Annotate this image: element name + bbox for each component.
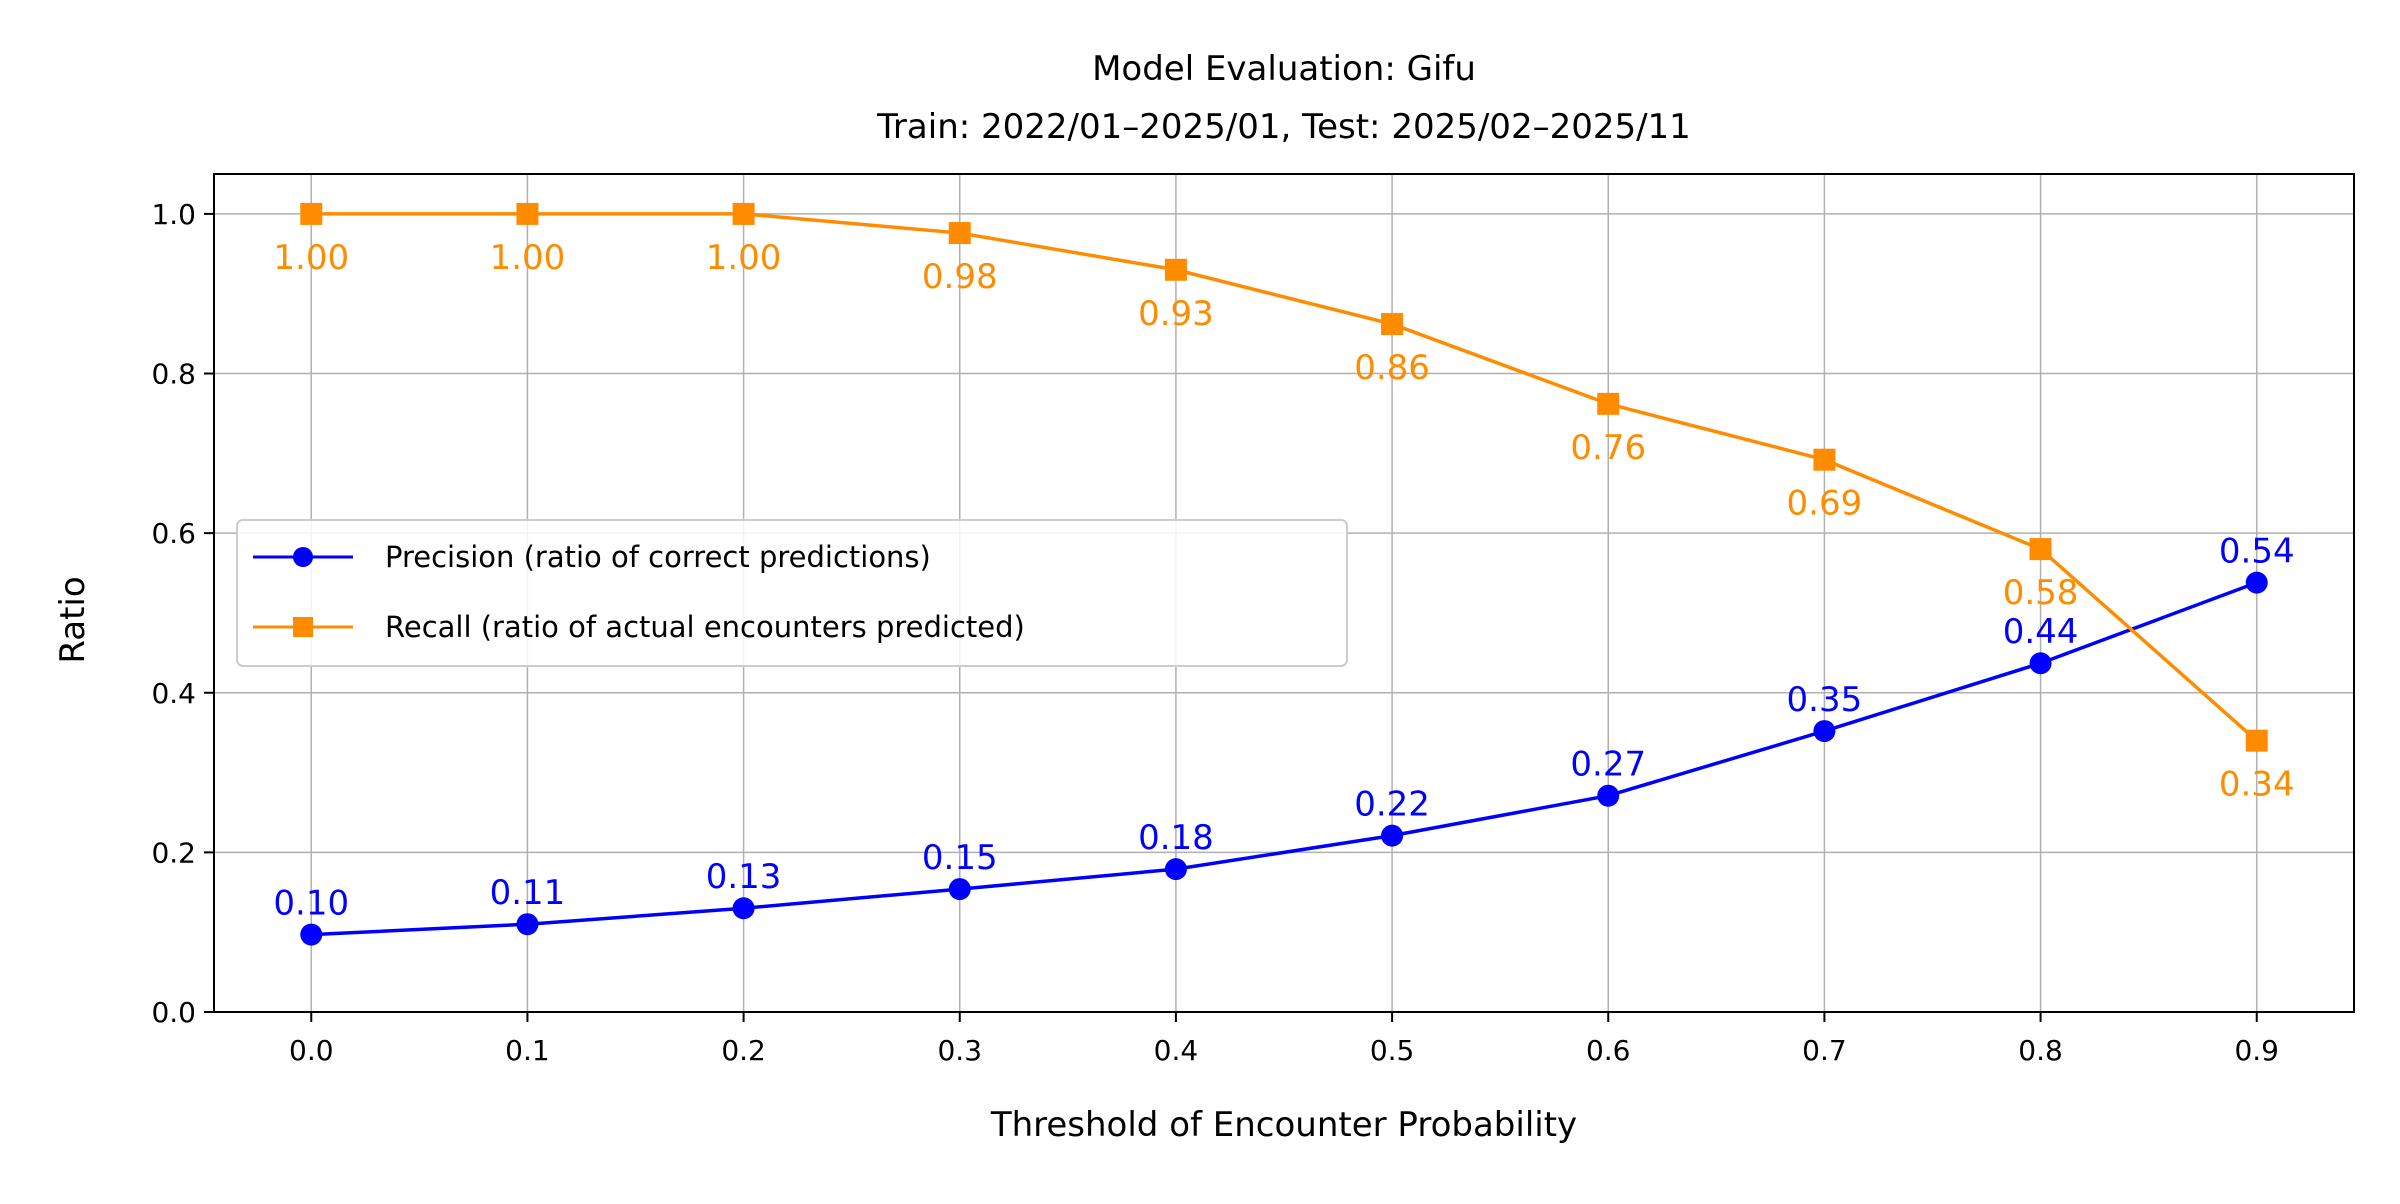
data-label: 0.34 — [2219, 765, 2295, 805]
data-label: 1.00 — [273, 238, 349, 278]
data-point — [1813, 720, 1836, 743]
data-point — [1164, 858, 1187, 881]
data-label: 0.15 — [922, 838, 998, 878]
data-point — [2245, 571, 2268, 594]
x-tick-label: 0.7 — [1802, 1034, 1847, 1067]
x-tick-label: 0.4 — [1154, 1034, 1199, 1067]
data-label: 0.98 — [922, 257, 998, 297]
data-point — [1597, 392, 1620, 415]
plot-area-frame — [213, 173, 2355, 1013]
data-point — [2029, 538, 2052, 561]
data-point — [2029, 652, 2052, 675]
x-tick-label: 0.9 — [2234, 1034, 2279, 1067]
data-point — [732, 202, 755, 225]
legend-recall-marker — [293, 617, 313, 637]
x-tick-label: 0.6 — [1586, 1034, 1631, 1067]
data-label: 0.44 — [2003, 612, 2079, 652]
chart-title: Model Evaluation: Gifu — [1092, 49, 1476, 89]
chart-subtitle: Train: 2022/01–2025/01, Test: 2025/02–20… — [876, 107, 1691, 147]
data-point — [1381, 313, 1404, 336]
y-tick-label: 0.2 — [151, 836, 196, 869]
data-label: 0.35 — [1787, 680, 1863, 720]
data-point — [1164, 258, 1187, 281]
legend-box — [236, 519, 1348, 667]
series-precision: 0.10 0.11 0.13 0.15 0.18 0.22 0.27 0.35 0.44 0.54 — [273, 532, 2295, 946]
data-label: 0.58 — [2003, 573, 2079, 613]
data-label: 0.76 — [1570, 428, 1646, 468]
data-label: 0.22 — [1354, 785, 1430, 825]
y-axis-label: Ratio — [53, 576, 93, 663]
data-point — [300, 923, 323, 946]
data-point — [948, 878, 971, 901]
series-line — [311, 580, 2258, 937]
y-tick-label: 0.4 — [151, 677, 196, 710]
x-tick-label: 0.2 — [721, 1034, 766, 1067]
data-label: 0.18 — [1138, 818, 1214, 858]
data-point — [948, 222, 971, 245]
data-label: 0.86 — [1354, 348, 1430, 388]
x-tick-label: 0.8 — [2018, 1034, 2063, 1067]
y-tick-label: 0.6 — [151, 517, 196, 550]
data-point — [732, 897, 755, 920]
data-label: 0.93 — [1138, 294, 1214, 334]
series-layer: 0.10 0.11 0.13 0.15 0.18 0.22 0.27 0.35 0.44 0.54… — [273, 202, 2295, 946]
y-tick-label: 1.0 — [151, 198, 196, 231]
series-recall: 1.00 1.00 1.00 0.98 0.93 0.86 0.76 0.69 0.58 0.34 — [273, 202, 2295, 805]
data-label: 0.69 — [1787, 484, 1863, 524]
data-point — [516, 202, 539, 225]
series-line — [311, 212, 2258, 742]
y-tick-label: 0.8 — [151, 358, 196, 391]
x-axis-label: Threshold of Encounter Probability — [990, 1105, 1577, 1145]
data-label: 0.27 — [1570, 745, 1646, 785]
x-tick-label: 0.0 — [289, 1034, 334, 1067]
data-point — [300, 202, 323, 225]
data-point — [2245, 729, 2268, 752]
data-label: 0.10 — [273, 884, 349, 924]
y-tick-label: 0.0 — [151, 996, 196, 1029]
ticks: 0.0 0.1 0.2 0.3 0.4 0.5 0.6 0.7 0.8 0.9 0.0 0.2 0.4 0… — [151, 198, 2279, 1067]
data-label: 0.54 — [2219, 532, 2295, 572]
data-label: 1.00 — [490, 238, 566, 278]
legend-precision-marker — [293, 547, 313, 567]
legend-recall-label: Recall (ratio of actual encounters predi… — [385, 610, 1025, 644]
data-point — [1597, 784, 1620, 807]
data-label: 1.00 — [706, 238, 782, 278]
x-tick-label: 0.5 — [1370, 1034, 1415, 1067]
x-tick-label: 0.1 — [505, 1034, 550, 1067]
legend: Precision (ratio of correct predictions)… — [236, 519, 1348, 667]
data-label: 0.13 — [706, 857, 782, 897]
data-label: 0.11 — [490, 873, 566, 913]
data-point — [516, 913, 539, 936]
x-tick-label: 0.3 — [937, 1034, 982, 1067]
data-point — [1381, 824, 1404, 847]
legend-precision-label: Precision (ratio of correct predictions) — [385, 540, 931, 574]
data-point — [1813, 448, 1836, 471]
